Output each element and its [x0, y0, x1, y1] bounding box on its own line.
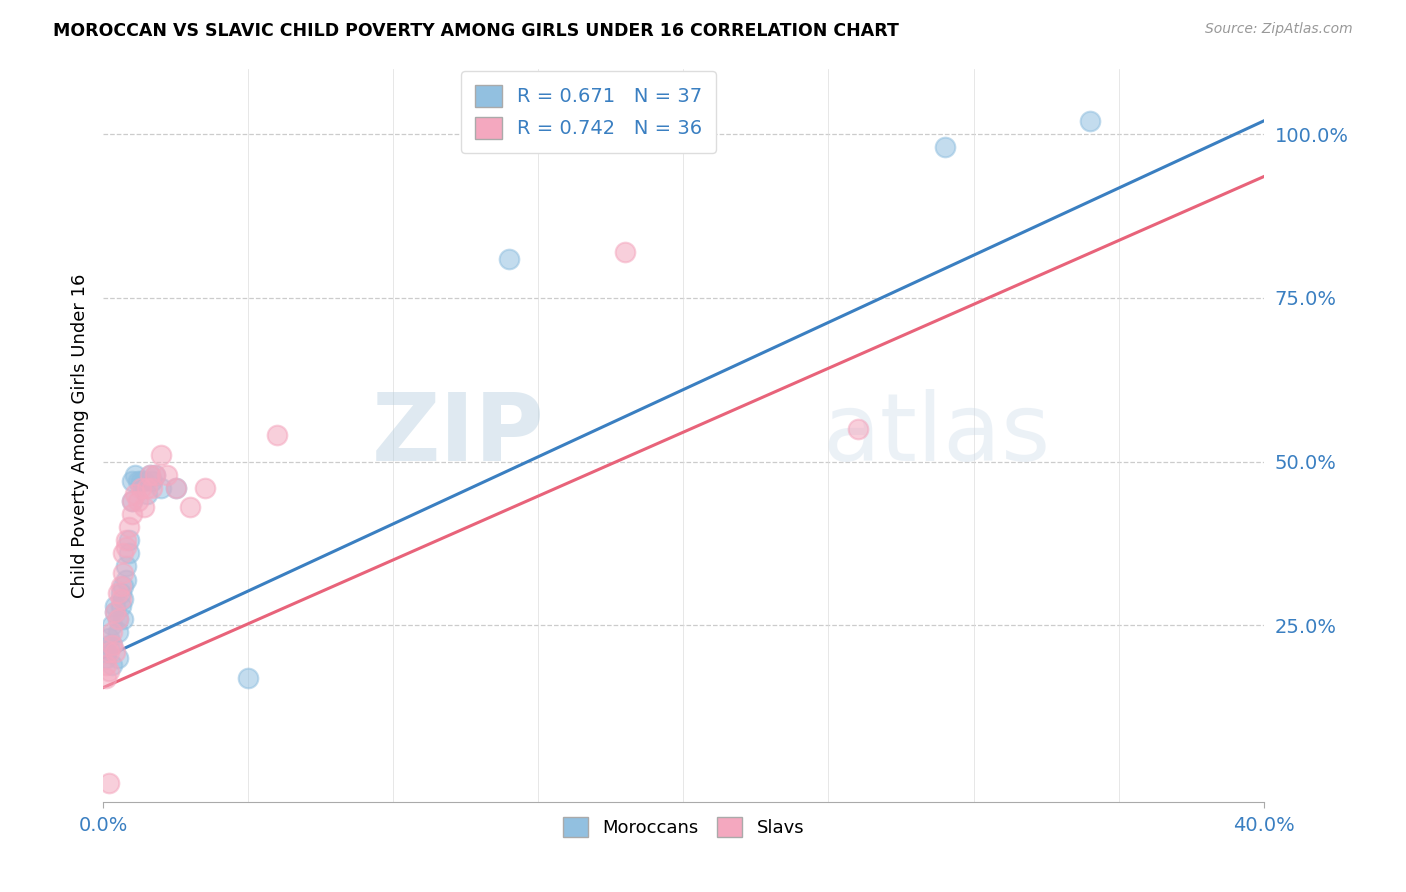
Point	[141, 481, 163, 495]
Point	[107, 624, 129, 639]
Point	[150, 481, 173, 495]
Point	[266, 428, 288, 442]
Point	[110, 579, 132, 593]
Point	[156, 467, 179, 482]
Point	[112, 592, 135, 607]
Text: atlas: atlas	[823, 390, 1050, 482]
Point	[498, 252, 520, 266]
Legend: Moroccans, Slavs: Moroccans, Slavs	[555, 809, 811, 845]
Point	[115, 540, 138, 554]
Point	[118, 533, 141, 548]
Point	[107, 585, 129, 599]
Point	[143, 467, 166, 482]
Point	[614, 244, 637, 259]
Point	[127, 494, 149, 508]
Point	[110, 592, 132, 607]
Point	[118, 520, 141, 534]
Point	[165, 481, 187, 495]
Point	[94, 644, 117, 658]
Point	[97, 775, 120, 789]
Point	[115, 533, 138, 548]
Point	[104, 644, 127, 658]
Point	[107, 612, 129, 626]
Point	[934, 140, 956, 154]
Point	[179, 500, 201, 515]
Point	[121, 494, 143, 508]
Point	[129, 481, 152, 495]
Point	[127, 475, 149, 489]
Point	[238, 671, 260, 685]
Point	[1078, 114, 1101, 128]
Point	[124, 467, 146, 482]
Point	[118, 546, 141, 560]
Point	[135, 481, 157, 495]
Point	[165, 481, 187, 495]
Point	[101, 638, 124, 652]
Point	[97, 644, 120, 658]
Point	[846, 422, 869, 436]
Point	[115, 573, 138, 587]
Point	[110, 599, 132, 613]
Point	[150, 448, 173, 462]
Point	[101, 657, 124, 672]
Point	[138, 467, 160, 482]
Point	[121, 475, 143, 489]
Text: MOROCCAN VS SLAVIC CHILD POVERTY AMONG GIRLS UNDER 16 CORRELATION CHART: MOROCCAN VS SLAVIC CHILD POVERTY AMONG G…	[53, 22, 900, 40]
Point	[141, 475, 163, 489]
Point	[110, 585, 132, 599]
Point	[138, 467, 160, 482]
Point	[115, 559, 138, 574]
Point	[107, 612, 129, 626]
Point	[135, 487, 157, 501]
Text: Source: ZipAtlas.com: Source: ZipAtlas.com	[1205, 22, 1353, 37]
Point	[124, 487, 146, 501]
Point	[94, 671, 117, 685]
Point	[132, 500, 155, 515]
Point	[121, 507, 143, 521]
Point	[121, 494, 143, 508]
Point	[97, 665, 120, 679]
Point	[94, 657, 117, 672]
Point	[101, 624, 124, 639]
Point	[112, 612, 135, 626]
Text: ZIP: ZIP	[371, 390, 544, 482]
Point	[194, 481, 217, 495]
Point	[107, 651, 129, 665]
Y-axis label: Child Poverty Among Girls Under 16: Child Poverty Among Girls Under 16	[72, 273, 89, 598]
Point	[132, 475, 155, 489]
Point	[104, 605, 127, 619]
Point	[97, 638, 120, 652]
Point	[94, 651, 117, 665]
Point	[104, 605, 127, 619]
Point	[101, 618, 124, 632]
Point	[129, 475, 152, 489]
Point	[101, 638, 124, 652]
Point	[112, 566, 135, 580]
Point	[112, 579, 135, 593]
Point	[97, 632, 120, 646]
Point	[143, 467, 166, 482]
Point	[104, 599, 127, 613]
Point	[112, 546, 135, 560]
